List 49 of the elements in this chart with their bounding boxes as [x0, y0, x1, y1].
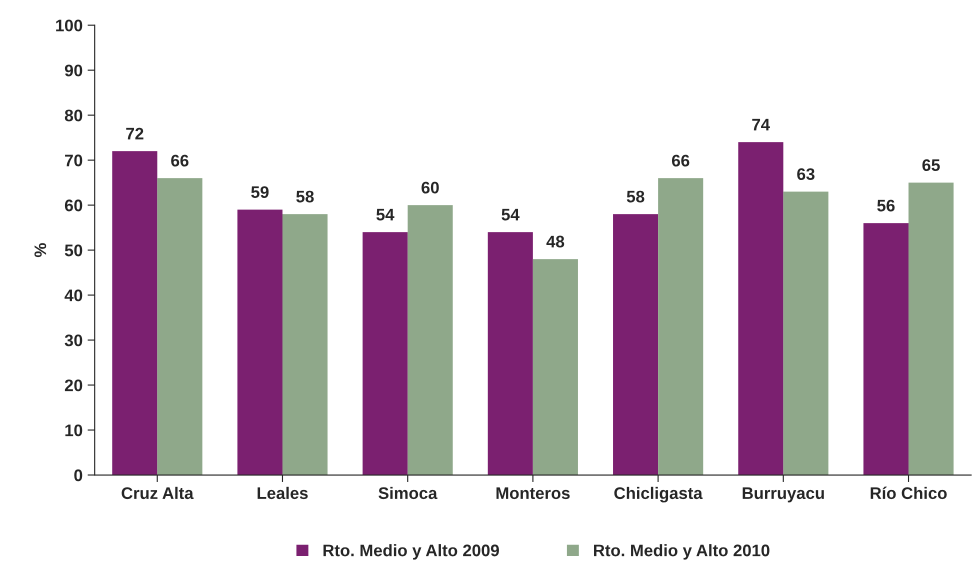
y-axis-title: % — [34, 243, 46, 258]
bar — [613, 214, 658, 476]
bar — [908, 182, 954, 476]
y-tick-label: 0 — [74, 469, 82, 482]
y-tick-label: 10 — [65, 424, 82, 436]
data-label: 66 — [171, 154, 188, 167]
x-tick-label: Chicligasta — [614, 486, 703, 502]
data-label: 58 — [626, 190, 644, 202]
y-tick-label: 80 — [64, 110, 82, 122]
bar — [738, 142, 784, 476]
bar — [658, 178, 704, 476]
data-label: 56 — [877, 200, 895, 212]
data-label: 54 — [376, 208, 394, 220]
bar — [408, 205, 453, 476]
x-tick-label: Río Chico — [870, 486, 947, 500]
data-label: 54 — [502, 208, 520, 220]
bar — [157, 178, 202, 476]
x-tick-label: Leales — [258, 486, 308, 500]
x-tick-label: Simoca — [378, 486, 438, 500]
y-tick-label: 70 — [65, 154, 82, 166]
bar — [783, 192, 828, 476]
data-label: 60 — [422, 182, 439, 194]
y-tick-label: 100 — [56, 20, 82, 32]
y-tick-label: 30 — [64, 334, 82, 346]
bar — [863, 223, 909, 476]
bar — [237, 210, 282, 476]
data-label: 72 — [126, 128, 144, 140]
legend-label: Rto. Medio y Alto 2010 — [594, 544, 770, 560]
data-label: 66 — [672, 154, 690, 167]
y-tick-label: 90 — [64, 64, 82, 76]
x-tick-label: Burruyacu — [742, 487, 824, 502]
bar — [112, 151, 158, 476]
x-tick-label: Monteros — [496, 487, 570, 500]
bar — [488, 232, 533, 476]
bar — [532, 259, 578, 476]
bar — [282, 214, 328, 476]
y-tick-label: 50 — [64, 244, 82, 256]
y-tick-label: 20 — [64, 379, 82, 392]
legend-label: Rto. Medio y Alto 2009 — [324, 544, 499, 560]
y-tick-label: 40 — [64, 289, 82, 302]
data-label: 58 — [296, 190, 314, 202]
data-label: 65 — [922, 159, 940, 172]
data-label: 59 — [251, 186, 269, 198]
bar — [362, 232, 408, 476]
y-tick-label: 60 — [64, 200, 82, 212]
x-tick-label: Cruz Alta — [122, 486, 194, 500]
data-label: 63 — [797, 168, 815, 180]
data-label: 48 — [546, 236, 564, 248]
data-label: 74 — [752, 118, 770, 130]
